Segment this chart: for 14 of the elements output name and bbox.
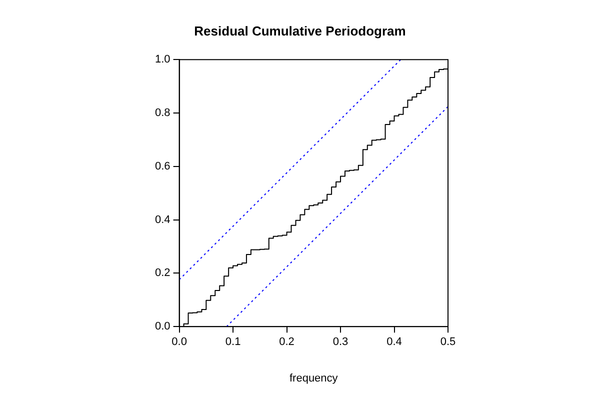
- x-axis-title: frequency: [289, 372, 338, 384]
- y-tick-label: 1.0: [154, 54, 170, 66]
- x-tick-label: 0.5: [440, 336, 456, 348]
- x-tick-label: 0.3: [332, 336, 348, 348]
- y-tick-label: 0.6: [154, 160, 170, 172]
- y-tick-label: 0.4: [154, 214, 170, 226]
- chart-title: Residual Cumulative Periodogram: [194, 23, 406, 38]
- y-tick-label: 0.8: [154, 107, 170, 120]
- x-tick-label: 0.0: [172, 336, 187, 348]
- x-tick-label: 0.1: [225, 336, 241, 348]
- x-tick-label: 0.2: [279, 336, 294, 348]
- x-tick-label: 0.4: [386, 336, 402, 348]
- y-tick-label: 0.2: [154, 267, 170, 280]
- y-tick-label: 0.0: [154, 320, 170, 333]
